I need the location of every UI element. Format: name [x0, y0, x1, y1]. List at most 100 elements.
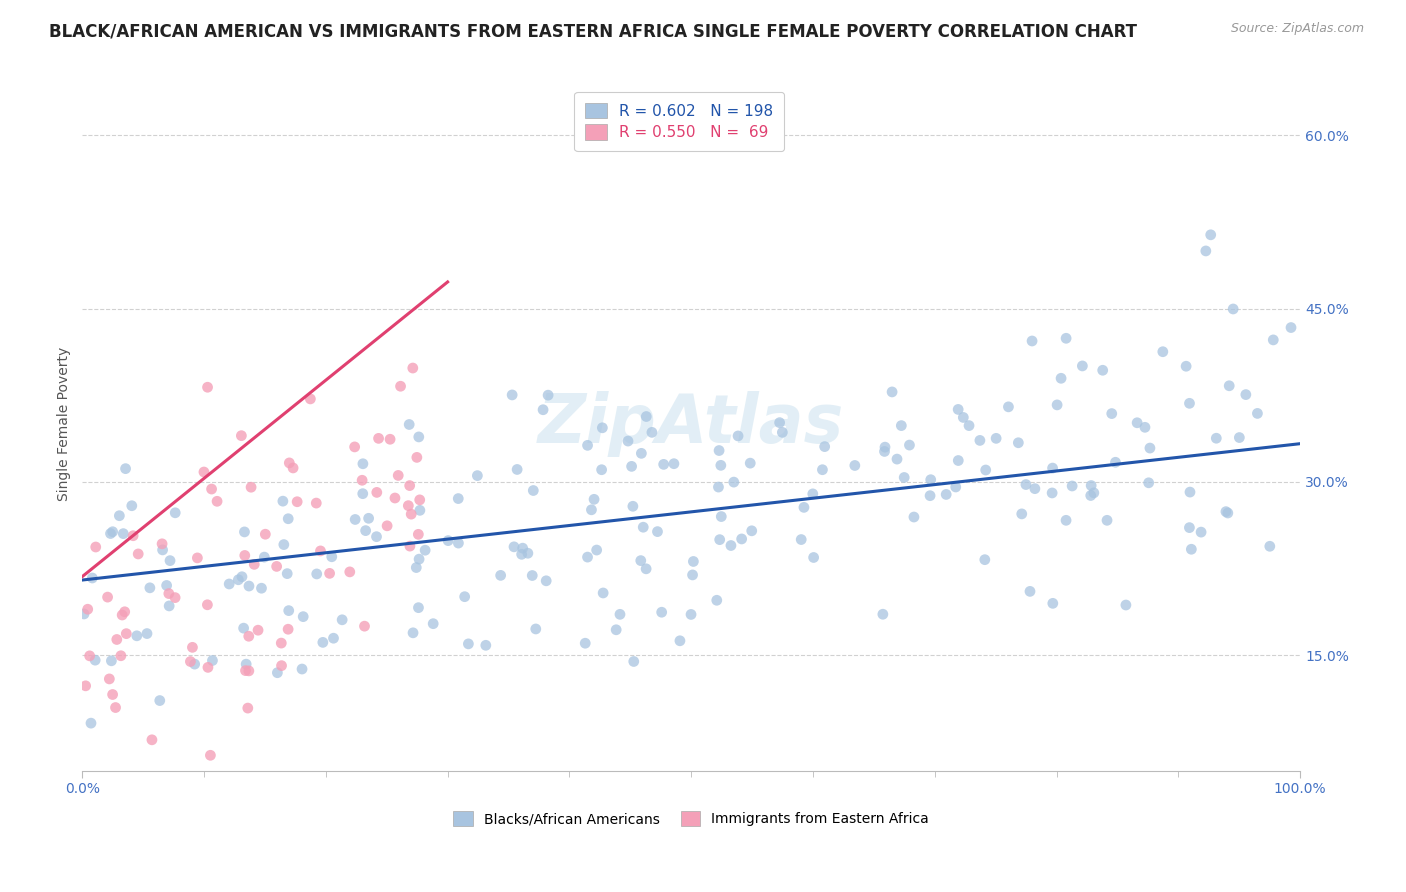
Point: [723, 475, 745, 489]
Point: [707, 443, 730, 458]
Point: [1091, 363, 1114, 377]
Point: [157, 586, 180, 600]
Point: [200, 748, 222, 763]
Point: [305, 566, 328, 581]
Point: [501, 388, 523, 402]
Point: [1050, 371, 1073, 385]
Point: [1199, 227, 1222, 242]
Point: [413, 543, 436, 558]
Point: [1279, 320, 1302, 334]
Point: [709, 533, 731, 547]
Point: [266, 665, 288, 680]
Point: [375, 518, 398, 533]
Point: [127, 547, 149, 561]
Point: [200, 482, 222, 496]
Point: [531, 402, 554, 417]
Point: [948, 453, 970, 467]
Point: [576, 438, 599, 452]
Point: [706, 593, 728, 607]
Point: [630, 553, 652, 567]
Point: [398, 417, 420, 432]
Point: [408, 552, 430, 566]
Point: [285, 494, 308, 508]
Point: [186, 550, 208, 565]
Point: [1054, 331, 1077, 345]
Point: [247, 624, 270, 638]
Point: [408, 600, 430, 615]
Point: [1021, 334, 1043, 348]
Y-axis label: Single Female Poverty: Single Female Poverty: [58, 347, 72, 501]
Point: [710, 509, 733, 524]
Point: [1042, 461, 1064, 475]
Point: [984, 431, 1007, 445]
Point: [512, 541, 534, 556]
Point: [647, 524, 669, 539]
Point: [1178, 396, 1201, 410]
Point: [354, 524, 377, 538]
Point: [1040, 486, 1063, 500]
Point: [179, 655, 201, 669]
Point: [1007, 435, 1029, 450]
Point: [84, 653, 107, 667]
Point: [141, 732, 163, 747]
Point: [389, 379, 412, 393]
Point: [457, 637, 479, 651]
Point: [278, 456, 301, 470]
Point: [651, 605, 673, 619]
Point: [872, 607, 894, 622]
Point: [631, 520, 654, 534]
Point: [197, 660, 219, 674]
Point: [218, 577, 240, 591]
Point: [97, 590, 120, 604]
Point: [952, 410, 974, 425]
Point: [318, 566, 340, 581]
Point: [1205, 431, 1227, 445]
Point: [1178, 521, 1201, 535]
Point: [235, 657, 257, 672]
Point: [149, 693, 172, 707]
Point: [475, 638, 498, 652]
Point: [104, 700, 127, 714]
Point: [489, 568, 512, 582]
Point: [270, 636, 292, 650]
Point: [1263, 333, 1285, 347]
Point: [946, 402, 969, 417]
Point: [366, 485, 388, 500]
Point: [105, 632, 128, 647]
Point: [228, 573, 250, 587]
Point: [1062, 479, 1084, 493]
Point: [1115, 598, 1137, 612]
Point: [710, 458, 733, 473]
Point: [165, 591, 187, 605]
Point: [1180, 542, 1202, 557]
Point: [343, 440, 366, 454]
Point: [679, 607, 702, 622]
Point: [437, 533, 460, 548]
Point: [321, 549, 343, 564]
Point: [524, 622, 547, 636]
Point: [367, 431, 389, 445]
Point: [1104, 455, 1126, 469]
Point: [740, 456, 762, 470]
Point: [139, 581, 162, 595]
Point: [945, 480, 967, 494]
Point: [585, 543, 607, 558]
Point: [1133, 420, 1156, 434]
Point: [270, 658, 292, 673]
Point: [80, 716, 103, 731]
Point: [1234, 387, 1257, 401]
Point: [366, 530, 388, 544]
Point: [277, 622, 299, 636]
Point: [453, 590, 475, 604]
Point: [205, 494, 228, 508]
Point: [357, 511, 380, 525]
Point: [75, 679, 97, 693]
Point: [630, 446, 652, 460]
Point: [641, 425, 664, 440]
Point: [447, 491, 470, 506]
Point: [893, 470, 915, 484]
Point: [378, 432, 401, 446]
Text: Source: ZipAtlas.com: Source: ZipAtlas.com: [1230, 22, 1364, 36]
Point: [352, 473, 374, 487]
Point: [1024, 482, 1046, 496]
